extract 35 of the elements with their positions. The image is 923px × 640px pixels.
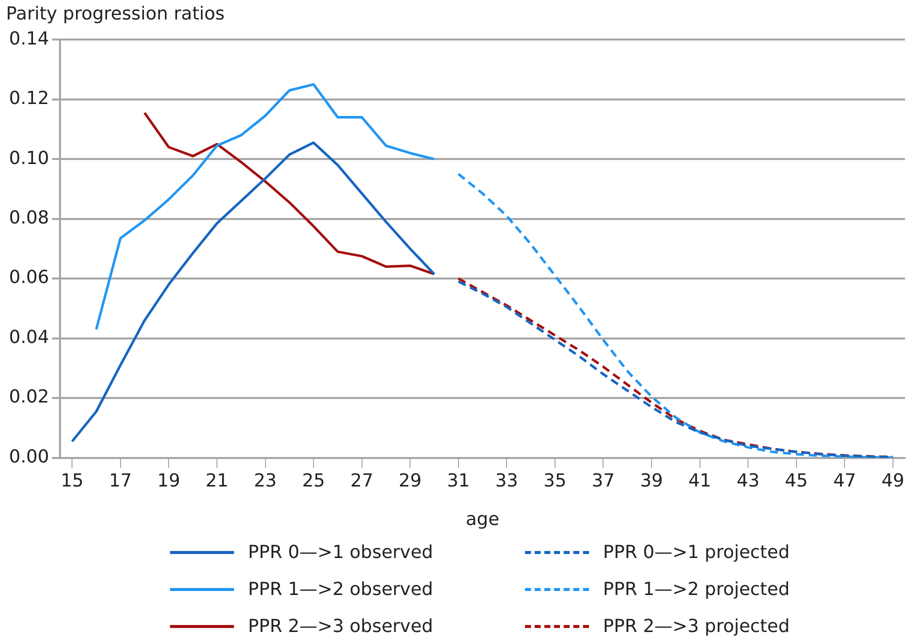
y-tick-label: 0.08 xyxy=(9,208,50,228)
x-tick-label: 47 xyxy=(833,470,856,492)
x-tick-label: 35 xyxy=(544,470,566,492)
x-tick-label: 23 xyxy=(254,470,277,492)
chart-title: Parity progression ratios xyxy=(6,3,225,24)
legend-label: PPR 0—>1 observed xyxy=(248,542,434,563)
x-tick-label: 37 xyxy=(592,470,615,492)
x-tick-label: 43 xyxy=(736,470,760,492)
x-tick-label: 21 xyxy=(206,470,228,492)
y-tick-label: 0.02 xyxy=(9,386,50,408)
x-axis-title: age xyxy=(466,508,500,530)
x-tick-label: 19 xyxy=(157,470,180,492)
x-tick-label: 33 xyxy=(495,470,518,492)
x-tick-label: 17 xyxy=(108,470,132,492)
legend-label: PPR 0—>1 projected xyxy=(603,542,790,563)
x-tick-label: 45 xyxy=(784,470,808,492)
y-tick-label: 0.10 xyxy=(9,148,50,169)
legend-label: PPR 2—>3 observed xyxy=(248,616,434,637)
y-tick-label: 0.06 xyxy=(9,267,50,288)
y-tick-label: 0.00 xyxy=(9,446,50,468)
legend-label: PPR 1—>2 projected xyxy=(603,579,790,600)
y-tick-label: 0.04 xyxy=(9,326,50,348)
x-tick-label: 15 xyxy=(60,470,84,492)
x-tick-label: 49 xyxy=(881,470,904,492)
x-tick-label: 39 xyxy=(640,470,663,492)
x-tick-label: 31 xyxy=(446,470,470,492)
legend-label: PPR 2—>3 projected xyxy=(603,616,790,637)
x-tick-label: 27 xyxy=(350,470,374,492)
line-series xyxy=(457,172,894,458)
legend-label: PPR 1—>2 observed xyxy=(248,579,434,600)
y-tick-label: 0.14 xyxy=(9,28,50,50)
x-tick-label: 25 xyxy=(302,470,326,492)
x-tick-label: 41 xyxy=(688,470,712,492)
x-tick-label: 29 xyxy=(398,470,422,492)
y-tick-label: 0.12 xyxy=(9,88,50,110)
